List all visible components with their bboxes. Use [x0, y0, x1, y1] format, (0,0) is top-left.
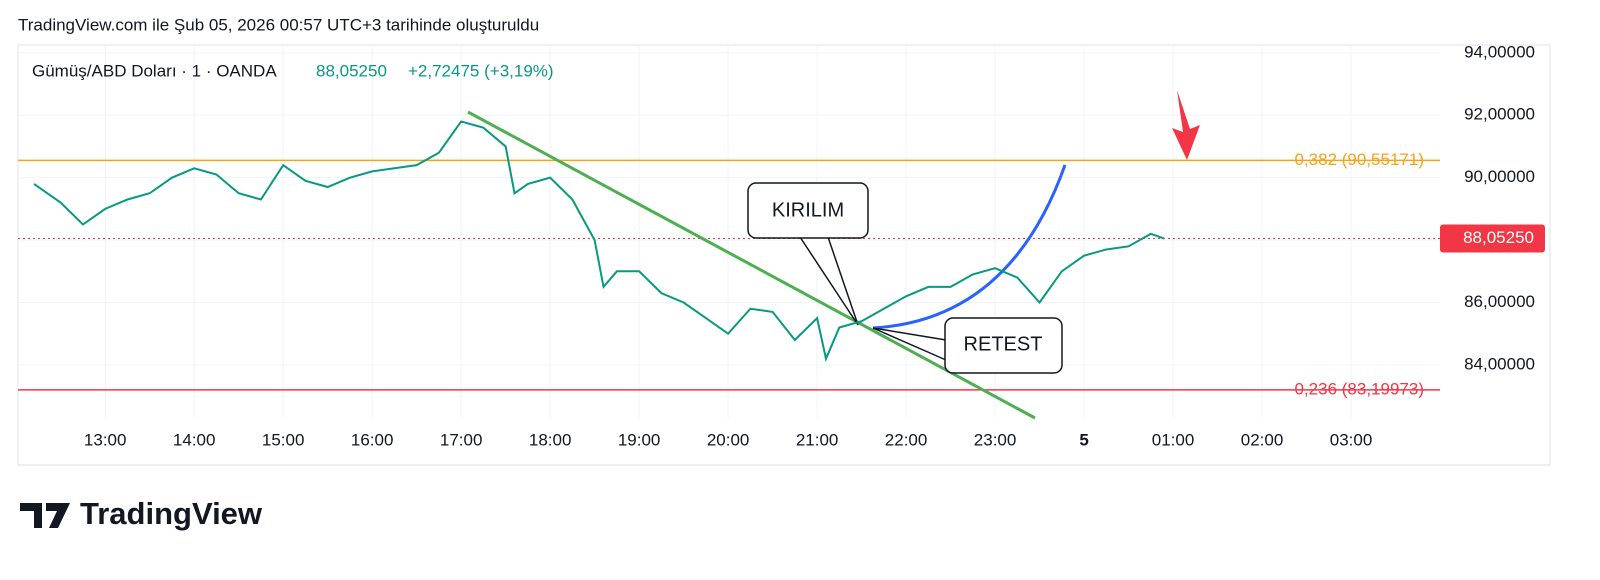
logo: TradingView [20, 496, 263, 531]
price-badge-label: 88,05250 [1463, 228, 1534, 247]
x-tick-label: 01:00 [1152, 430, 1195, 449]
arrow [1172, 90, 1200, 160]
y-tick-label: 86,00000 [1464, 292, 1535, 311]
x-tick-label: 15:00 [262, 430, 305, 449]
change: +2,72475 (+3,19%) [408, 61, 554, 80]
callout-text: KIRILIM [772, 199, 844, 221]
y-tick-label: 90,00000 [1464, 167, 1535, 186]
x-tick-label: 5 [1079, 430, 1088, 449]
symbol: Gümüş/ABD Doları · 1 · OANDA [32, 61, 277, 80]
arc [872, 164, 1067, 330]
last-price: 88,05250 [316, 61, 387, 80]
x-tick-label: 13:00 [84, 430, 127, 449]
y-tick-label: 84,00000 [1464, 354, 1535, 373]
chart-frame [17, 44, 1551, 466]
y-tick-label: 94,00000 [1464, 42, 1535, 61]
fib-label: 0,382 (90,55171) [1295, 150, 1425, 169]
callout-pointer [799, 236, 859, 326]
callout-box [747, 182, 869, 239]
price-line-series [33, 120, 1165, 362]
fib-label: 0,236 (83,19973) [1295, 379, 1425, 398]
x-tick-label: 14:00 [173, 430, 216, 449]
callout-text: RETEST [964, 333, 1043, 355]
x-tick-label: 20:00 [707, 430, 750, 449]
y-tick-label: 92,00000 [1464, 105, 1535, 124]
callout-box [944, 317, 1063, 374]
x-tick-label: 23:00 [974, 430, 1017, 449]
footer-text: TradingView [80, 496, 263, 531]
x-tick-label: 16:00 [351, 430, 394, 449]
x-tick-label: 17:00 [440, 430, 483, 449]
callout-pointer [872, 327, 947, 361]
x-tick-label: 22:00 [885, 430, 928, 449]
x-tick-label: 18:00 [529, 430, 572, 449]
logo-mark [20, 503, 70, 528]
x-tick-label: 03:00 [1330, 430, 1373, 449]
x-tick-label: 19:00 [618, 430, 661, 449]
price-badge [1440, 224, 1545, 253]
x-tick-label: 21:00 [796, 430, 839, 449]
trend-line [467, 110, 1036, 420]
header: TradingView.com ile Şub 05, 2026 00:57 U… [18, 15, 539, 34]
x-tick-label: 02:00 [1241, 430, 1284, 449]
